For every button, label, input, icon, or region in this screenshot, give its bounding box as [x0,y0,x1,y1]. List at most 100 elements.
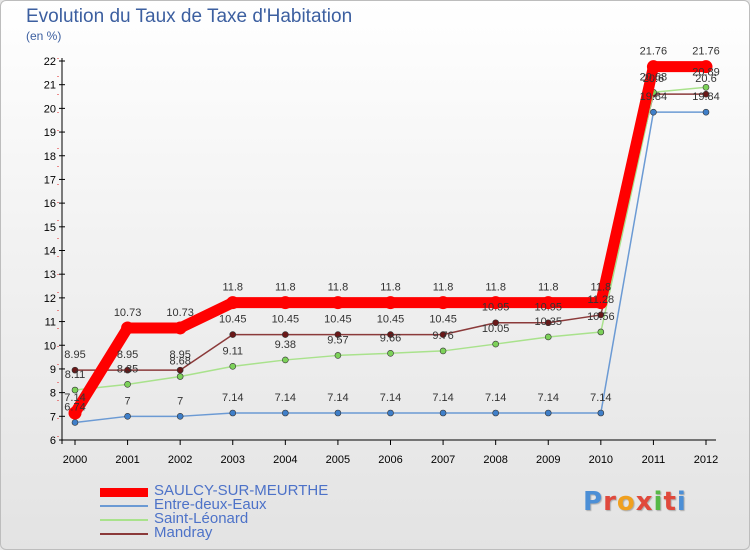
data-point [229,363,237,370]
y-tick-label: 10 [44,340,56,352]
x-tick-label: 2000 [63,454,87,466]
data-label: 7.14 [432,392,453,404]
legend-swatch [100,533,148,535]
legend-item: Mandray [100,524,360,541]
data-point [124,413,131,420]
data-label: 10.95 [482,302,510,314]
x-tick-label: 2002 [168,454,192,466]
data-point [699,60,713,74]
data-point [650,108,657,116]
data-label: 10.35 [534,316,562,328]
data-point [594,296,608,310]
legend-item: Saint-Léonard [100,510,360,527]
data-label: 11.8 [433,282,454,294]
legend-swatch [100,487,148,497]
data-point [331,296,345,310]
data-point [229,331,237,338]
data-point [176,373,184,380]
data-point [71,366,79,374]
data-point [71,386,79,394]
legend-item: SAULCY-SUR-MEURTHE [100,482,360,499]
data-point [544,409,552,417]
data-label: 20.68 [640,71,668,83]
data-label: 11.8 [328,282,349,294]
data-label: 7.14 [485,392,506,404]
y-tick-label: 20 [44,103,56,115]
data-label: 8.68 [169,356,190,368]
x-tick-label: 2004 [273,454,297,466]
data-label: 8.95 [117,349,138,361]
y-tick-label: 19 [44,127,56,139]
data-point [71,419,79,426]
y-tick-label: 9 [50,364,56,376]
data-point [597,409,605,417]
data-label: 19.84 [692,91,720,103]
data-label: 7.14 [538,392,559,404]
data-point [173,321,187,335]
data-point [68,406,82,420]
data-point [334,409,342,417]
x-tick-label: 2009 [536,454,560,466]
x-tick-label: 2008 [483,454,507,466]
legend-label: Saint-Léonard [154,510,249,527]
y-tick-label: 22 [44,56,56,68]
chart-title: Evolution du Taux de Taxe d'Habitation [26,6,353,27]
data-point [492,340,499,348]
x-tick-label: 2003 [221,454,245,466]
data-point [702,83,710,91]
data-point [439,347,447,355]
y-tick-label: 11 [45,317,56,329]
logo-letter: o [616,487,636,517]
data-point [282,331,289,338]
data-label: 7.14 [380,392,401,404]
y-tick-label: 13 [44,269,56,281]
logo-letter: x [635,487,654,517]
data-label: 11.8 [222,282,243,294]
data-label: 19.84 [640,91,668,103]
data-point [278,296,292,310]
data-label: 11.8 [275,282,296,294]
data-point [544,319,552,327]
data-label: 7.14 [590,392,611,404]
data-point [387,409,394,417]
data-label: 8.11 [65,369,86,381]
x-tick-label: 2001 [115,454,139,466]
data-label: 10.73 [114,307,142,319]
data-point [436,296,450,310]
data-point [176,413,184,420]
data-label: 9.38 [275,339,296,351]
data-label: 10.45 [219,314,247,326]
legend-label: SAULCY-SUR-MEURTHE [154,482,329,499]
y-tick-label: 14 [44,246,56,258]
data-point [384,296,397,310]
data-point [439,409,447,417]
data-label: 6.74 [64,401,85,413]
data-label: 21.76 [692,46,720,58]
data-point [544,333,552,341]
data-label: 9.57 [327,334,348,346]
y-tick-label: 15 [44,222,56,234]
x-tick-label: 2005 [326,454,350,466]
x-tick-label: 2012 [694,454,718,466]
data-label: 20.6 [643,73,664,85]
data-label: 9.76 [432,330,453,342]
data-label: 7.14 [222,392,243,404]
x-tick-label: 2011 [642,454,666,466]
data-label: 20.89 [692,66,720,78]
legend-label: Mandray [154,524,213,541]
y-tick-label: 17 [44,174,56,186]
y-tick-label: 12 [44,293,56,305]
logo-letter: i [653,487,664,517]
data-point [121,321,135,335]
y-tick-label: 21 [44,80,56,92]
data-label: 21.76 [640,46,668,58]
data-label: 7.14 [275,392,296,404]
y-tick-label: 7 [50,411,56,423]
logo-letter: i [676,487,687,517]
data-point [702,90,710,98]
data-point [334,352,342,359]
data-label: 20.6 [695,73,716,85]
data-label: 11.8 [485,282,506,294]
data-point [282,409,289,417]
data-label: 10.45 [324,314,352,326]
